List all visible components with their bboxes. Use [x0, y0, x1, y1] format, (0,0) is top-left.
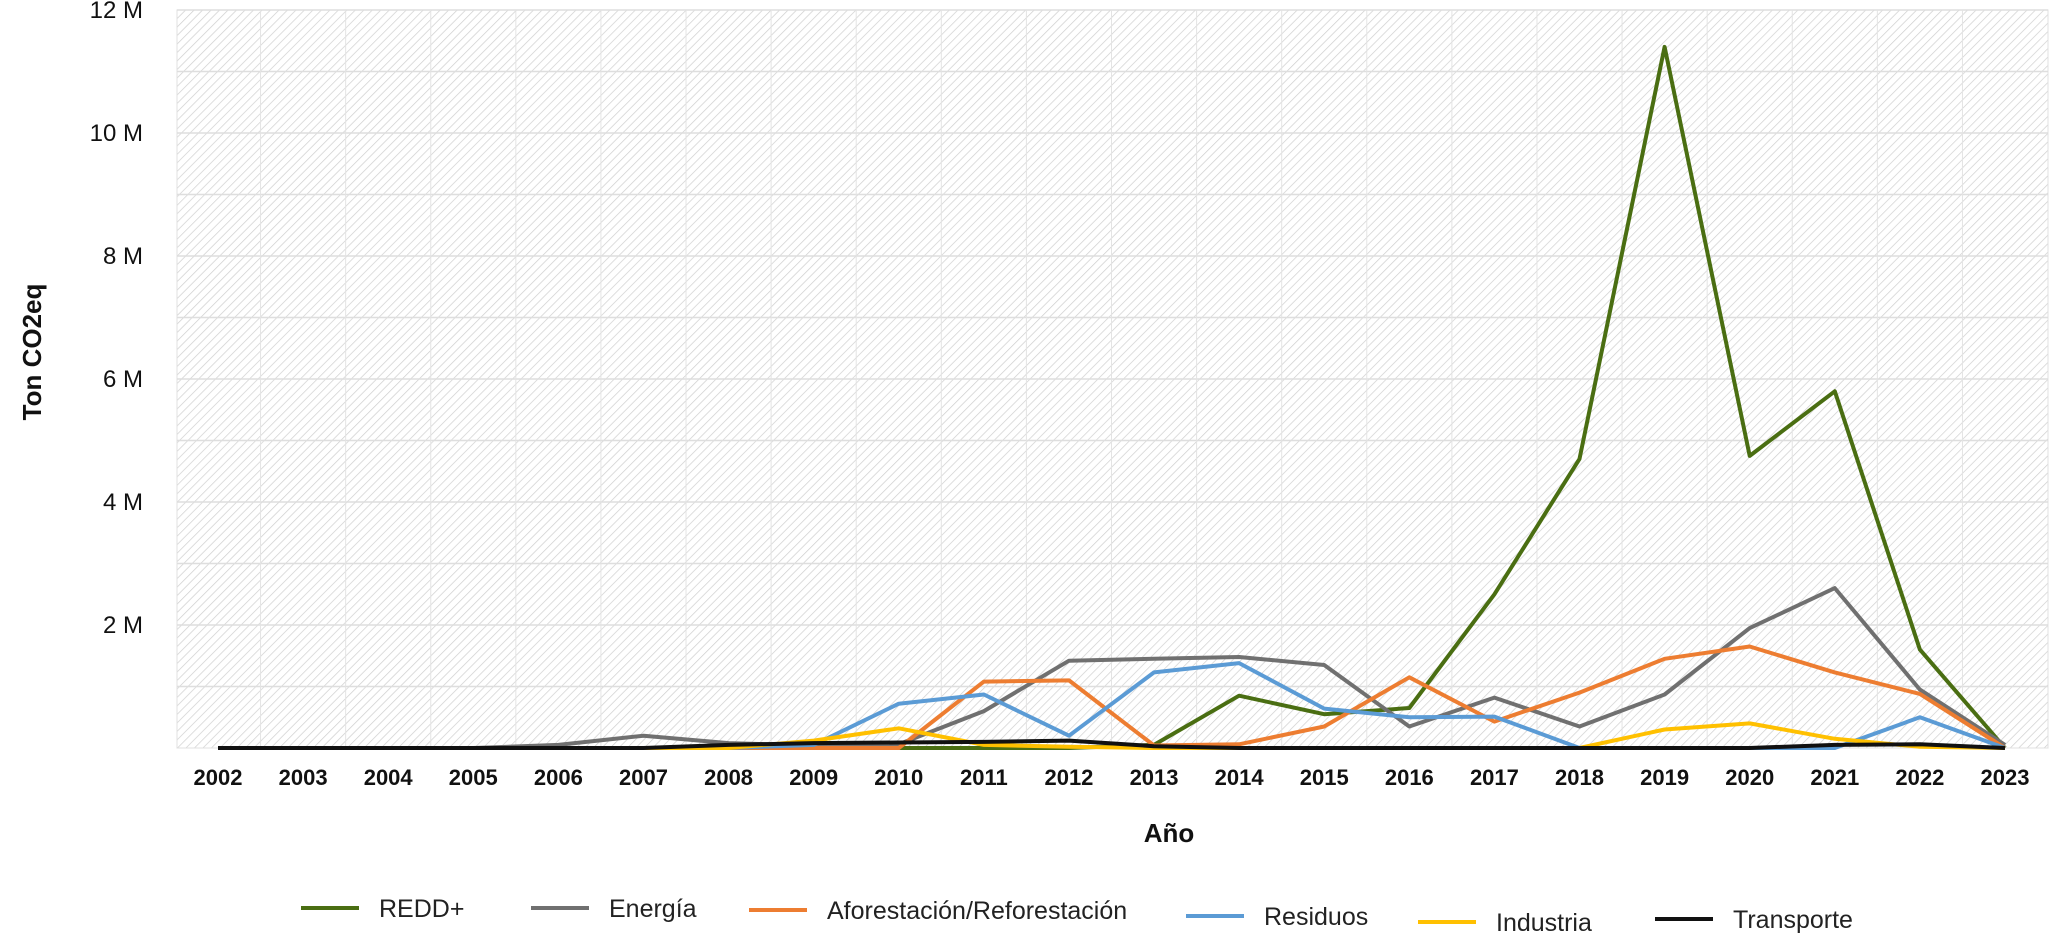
legend-label: Industria: [1496, 909, 1592, 937]
y-tick-label: 8 M: [103, 243, 143, 270]
legend-label: Energía: [609, 895, 697, 923]
legend: REDD+ Energía Aforestación/Reforestación Re…: [301, 895, 1853, 937]
x-tick-label: 2021: [1810, 765, 1859, 790]
y-tick-label: 10 M: [90, 120, 143, 147]
x-tick-label: 2010: [874, 765, 923, 790]
x-tick-label: 2017: [1470, 765, 1519, 790]
legend-label: Transporte: [1733, 906, 1853, 934]
x-tick-label: 2015: [1300, 765, 1349, 790]
x-tick-label: 2018: [1555, 765, 1604, 790]
x-tick-label: 2005: [449, 765, 498, 790]
x-tick-label: 2023: [1981, 765, 2030, 790]
x-tick-label: 2007: [619, 765, 668, 790]
grid-lines: [177, 9, 2048, 748]
x-tick-label: 2014: [1215, 765, 1265, 790]
x-tick-label: 2006: [534, 765, 583, 790]
x-tick-label: 2020: [1725, 765, 1774, 790]
x-tick-label: 2011: [960, 765, 1008, 790]
x-tick-label: 2013: [1130, 765, 1179, 790]
y-tick-label: 6 M: [103, 366, 143, 393]
x-axis-title: Año: [1144, 818, 1195, 848]
x-tick-label: 2022: [1895, 765, 1944, 790]
legend-label: Residuos: [1264, 903, 1368, 931]
legend-label: Aforestación/Reforestación: [827, 897, 1127, 925]
x-tick-label: 2003: [279, 765, 328, 790]
x-tick-label: 2009: [789, 765, 838, 790]
x-tick-label: 2019: [1640, 765, 1689, 790]
legend-label: REDD+: [379, 895, 464, 923]
x-tick-label: 2002: [194, 765, 243, 790]
y-tick-label: 2 M: [103, 612, 143, 639]
y-tick-label: 12 M: [90, 0, 143, 24]
series-line-transporte: [218, 738, 2006, 750]
x-tick-label: 2012: [1044, 765, 1093, 790]
y-tick-label: 4 M: [103, 489, 143, 516]
x-tick-label: 2016: [1385, 765, 1434, 790]
series-lines: [218, 44, 2007, 750]
x-tick-label: 2004: [364, 765, 414, 790]
x-tick-label: 2008: [704, 765, 753, 790]
y-axis-title: Ton CO2eq: [17, 284, 47, 421]
x-axis-ticks: 2002 2003 2004 2005 2006 2007 2008 2009 2010 2011…: [194, 765, 2030, 790]
y-axis-ticks: 2 M 4 M 6 M 8 M 10 M 12 M: [90, 0, 143, 639]
